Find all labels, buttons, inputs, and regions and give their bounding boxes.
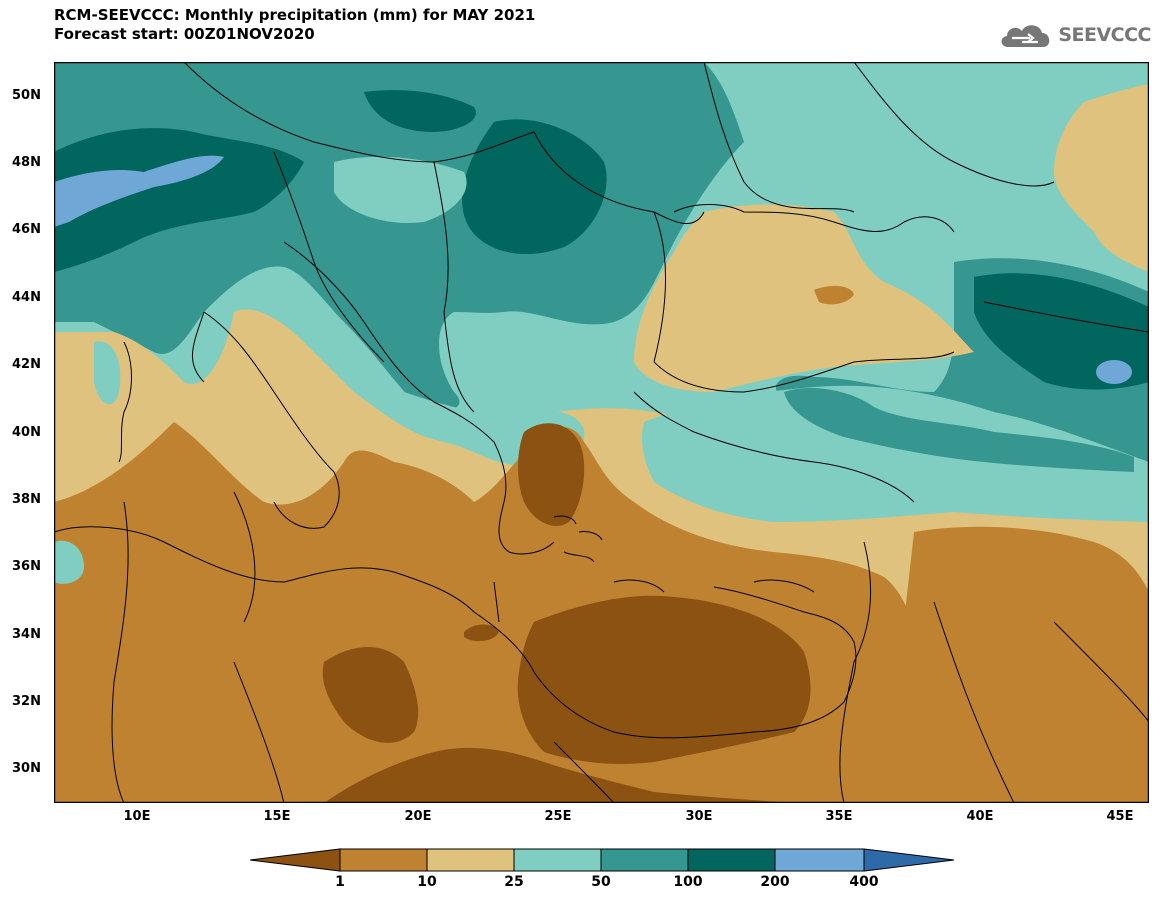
lat-label-46n: 46N	[12, 222, 41, 237]
coastlines	[54, 204, 955, 739]
region-black-sea-10-25	[634, 204, 974, 392]
lon-label-15e: 15E	[263, 809, 291, 824]
colorbar-segment-50-100	[600, 848, 689, 872]
logo-text: SEEVCCC	[1058, 24, 1151, 46]
lat-label-34n: 34N	[12, 627, 41, 642]
region-caucasus-100-200	[974, 273, 1149, 390]
colorbar-segment-below-1	[249, 848, 341, 872]
colorbar-label-100: 100	[673, 874, 703, 890]
lon-label-25e: 25E	[544, 809, 572, 824]
colorbar-segment-200-400	[774, 848, 865, 872]
country-borders	[111, 62, 1149, 803]
forecast-start: Forecast start: 00Z01NOV2020	[54, 25, 315, 43]
seevccc-logo: SEEVCCC	[998, 20, 1151, 50]
colorbar-segment-1-10	[339, 848, 428, 872]
lat-label-50n: 50N	[12, 88, 41, 103]
region-libya-below-1	[322, 647, 419, 743]
colorbar-label-50: 50	[591, 874, 611, 890]
region-hungary-25-50	[334, 156, 467, 223]
colorbar-segment-100-200	[687, 848, 776, 872]
region-sahara-below-1	[324, 747, 794, 803]
colorbar-label-400: 400	[849, 874, 879, 890]
region-west-med-25-50	[54, 540, 84, 584]
cloud-logo-icon	[1001, 25, 1050, 47]
region-alps-200-400	[54, 155, 224, 227]
region-sardinia-25-50	[94, 341, 121, 405]
lat-label-44n: 44N	[12, 290, 41, 305]
lon-label-30e: 30E	[685, 809, 713, 824]
colorbar-label-200: 200	[760, 874, 790, 890]
lat-label-40n: 40N	[12, 425, 41, 440]
colorbar-label-1: 1	[335, 874, 345, 890]
lon-label-10e: 10E	[123, 809, 151, 824]
precipitation-map	[54, 62, 1149, 803]
colorbar-label-25: 25	[504, 874, 524, 890]
map-border	[54, 62, 1149, 803]
lon-label-40e: 40E	[966, 809, 994, 824]
region-caspian-10-25	[1054, 84, 1149, 272]
region-north-carpathians-100-200	[364, 90, 476, 132]
region-small-dry-patch	[464, 624, 499, 642]
region-carpathians-100-200	[462, 119, 607, 255]
precipitation-colorbar	[249, 848, 955, 876]
lon-label-45e: 45E	[1106, 809, 1134, 824]
title-block: RCM-SEEVCCC: Monthly precipitation (mm) …	[54, 6, 535, 44]
colorbar-label-10: 10	[417, 874, 437, 890]
lon-label-20e: 20E	[404, 809, 432, 824]
lat-label-42n: 42N	[12, 357, 41, 372]
region-alps-100-200	[54, 128, 304, 272]
region-black-sea-spot-1-10	[814, 285, 854, 305]
region-middle-east-1-10	[902, 526, 1149, 803]
region-caucasus-200-400	[1096, 360, 1132, 384]
lat-label-38n: 38N	[12, 492, 41, 507]
region-anatolia-50-100	[784, 387, 1134, 472]
colorbar-segment-25-50	[513, 848, 602, 872]
lat-label-36n: 36N	[12, 559, 41, 574]
colorbar-segment-above-400	[863, 848, 955, 872]
region-anatolia-25-50	[642, 385, 1149, 522]
lat-label-48n: 48N	[12, 155, 41, 170]
map-title: RCM-SEEVCCC: Monthly precipitation (mm) …	[54, 6, 536, 24]
lat-label-30n: 30N	[12, 761, 41, 776]
colorbar-segment-10-25	[426, 848, 515, 872]
lon-label-35e: 35E	[825, 809, 853, 824]
region-aegean-below-1	[518, 423, 585, 526]
lat-label-32n: 32N	[12, 694, 41, 709]
